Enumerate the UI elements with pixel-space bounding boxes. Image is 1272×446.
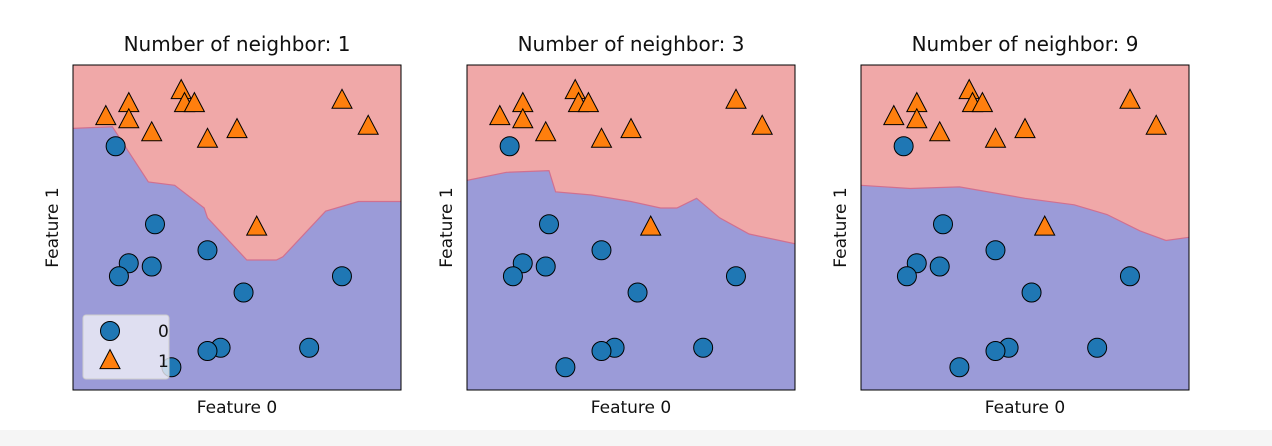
chart-title: Number of neighbor: 9 bbox=[912, 32, 1139, 56]
point-class-0 bbox=[693, 337, 714, 358]
point-class-1 bbox=[117, 107, 140, 129]
point-class-0 bbox=[985, 341, 1006, 361]
figure: 0 1 Number of neighbor: 1 Feature 0 Feature … bbox=[43, 32, 1190, 418]
point-class-0 bbox=[591, 341, 612, 361]
point-class-1 bbox=[226, 117, 248, 139]
point-class-0 bbox=[627, 282, 648, 303]
point-class-1 bbox=[905, 107, 928, 129]
point-class-1 bbox=[183, 91, 206, 113]
point-class-1 bbox=[984, 127, 1007, 148]
panel-2: Number of neighbor: 3 Feature 0 Feature 1 bbox=[437, 32, 796, 418]
plot-area: 01 bbox=[73, 65, 401, 390]
point-class-0 bbox=[555, 357, 576, 378]
legend: 01 bbox=[82, 314, 170, 380]
y-axis-label: Feature 1 bbox=[437, 187, 457, 267]
point-class-1 bbox=[620, 117, 642, 139]
point-class-1 bbox=[1119, 88, 1141, 109]
point-class-0 bbox=[108, 266, 129, 287]
legend-label-0: 0 bbox=[158, 322, 169, 342]
point-class-0 bbox=[197, 341, 218, 361]
point-class-1 bbox=[534, 120, 557, 142]
point-class-0 bbox=[535, 256, 556, 277]
point-class-1 bbox=[971, 91, 994, 113]
point-class-0 bbox=[949, 357, 970, 378]
legend-marker-class-0 bbox=[100, 321, 120, 341]
point-class-0 bbox=[299, 337, 320, 358]
decision-boundary bbox=[73, 126, 401, 261]
point-class-0 bbox=[1087, 337, 1108, 358]
point-class-1 bbox=[511, 107, 534, 129]
point-class-0 bbox=[591, 240, 612, 261]
point-class-1 bbox=[245, 215, 268, 236]
point-class-0 bbox=[105, 136, 126, 157]
point-class-0 bbox=[896, 266, 917, 287]
point-class-1 bbox=[1014, 117, 1036, 139]
y-axis-label: Feature 1 bbox=[831, 187, 851, 267]
x-axis-label: Feature 0 bbox=[591, 398, 671, 418]
point-class-0 bbox=[1021, 282, 1042, 303]
chart-title: Number of neighbor: 1 bbox=[124, 32, 351, 56]
plot-area bbox=[467, 65, 795, 390]
point-class-1 bbox=[882, 104, 905, 126]
point-class-1 bbox=[590, 127, 613, 148]
axes-frame bbox=[466, 64, 796, 391]
y-axis-label: Feature 1 bbox=[43, 187, 63, 267]
x-axis-label: Feature 0 bbox=[197, 398, 277, 418]
panel-3: Number of neighbor: 9 Feature 0 Feature 1 bbox=[831, 32, 1190, 418]
point-class-1 bbox=[725, 88, 747, 109]
point-class-1 bbox=[928, 120, 951, 142]
point-class-0 bbox=[233, 282, 254, 303]
point-class-1 bbox=[331, 88, 353, 109]
point-class-1 bbox=[140, 120, 163, 142]
point-class-1 bbox=[357, 114, 380, 135]
point-class-1 bbox=[1145, 114, 1168, 135]
legend-marker-class-1 bbox=[99, 348, 121, 370]
point-class-0 bbox=[331, 266, 352, 287]
axes-frame bbox=[72, 64, 402, 391]
point-class-0 bbox=[985, 240, 1006, 261]
legend-label-1: 1 bbox=[158, 352, 169, 372]
point-class-1 bbox=[94, 104, 117, 126]
point-class-0 bbox=[141, 256, 162, 277]
x-axis-label: Feature 0 bbox=[985, 398, 1065, 418]
point-class-0 bbox=[197, 240, 218, 261]
point-class-1 bbox=[577, 91, 600, 113]
point-class-0 bbox=[933, 214, 953, 235]
point-class-1 bbox=[488, 104, 511, 126]
point-class-0 bbox=[725, 266, 746, 287]
chart-title: Number of neighbor: 3 bbox=[518, 32, 745, 56]
point-class-1 bbox=[639, 215, 662, 236]
legend-box bbox=[82, 314, 170, 380]
bottom-strip bbox=[0, 430, 1272, 446]
point-class-0 bbox=[1119, 266, 1140, 287]
point-class-0 bbox=[502, 266, 523, 287]
point-class-0 bbox=[893, 136, 914, 157]
point-class-0 bbox=[539, 214, 559, 235]
axes-frame bbox=[860, 64, 1190, 391]
point-class-0 bbox=[499, 136, 520, 157]
plot-area bbox=[861, 65, 1189, 390]
point-class-1 bbox=[751, 114, 774, 135]
point-class-0 bbox=[929, 256, 950, 277]
point-class-0 bbox=[145, 214, 165, 235]
point-class-1 bbox=[196, 127, 219, 148]
decision-boundary bbox=[467, 169, 795, 245]
point-class-1 bbox=[1033, 215, 1056, 236]
decision-boundary bbox=[861, 184, 1189, 242]
